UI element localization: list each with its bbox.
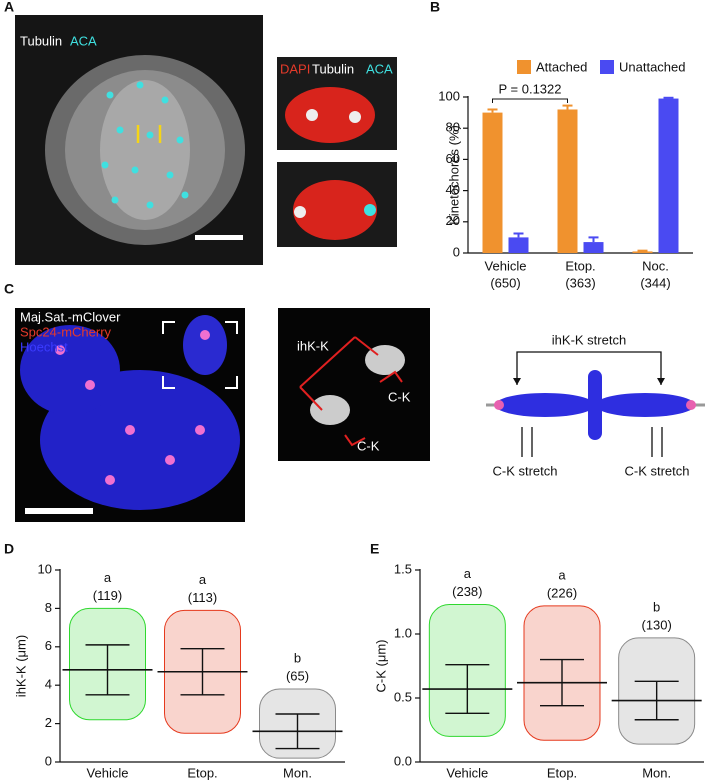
y-tick-label: 0 [45, 753, 52, 768]
group-letter: a [558, 567, 566, 582]
annotation: P = 0.1322 [498, 81, 561, 96]
y-tick-label: 1.5 [394, 561, 412, 576]
channel-label: ACA [70, 33, 97, 48]
bar [557, 109, 578, 253]
x-tick-count: (650) [490, 275, 520, 290]
channel-label: DAPI [280, 61, 310, 76]
group-count: (130) [641, 617, 671, 632]
channel-label: Spc24-mCherry [20, 324, 112, 339]
bar [482, 112, 503, 253]
y-tick-label: 2 [45, 715, 52, 730]
y-tick-label: 10 [38, 561, 52, 576]
channel-label: Maj.Sat.-mClover [20, 309, 121, 324]
y-axis-label: C-K (μm) [373, 640, 388, 693]
diagram-label: ihK-K stretch [552, 332, 626, 347]
y-tick-label: 4 [45, 677, 52, 692]
x-tick-label: Vehicle [446, 765, 488, 780]
group-letter: a [199, 572, 207, 587]
channel-label: Tubulin [20, 33, 62, 48]
panel-label: A [4, 0, 14, 15]
x-tick-count: (344) [640, 275, 670, 290]
micrograph: Tubulin ACA [15, 15, 263, 265]
group-letter: b [653, 599, 660, 614]
x-tick-label: Vehicle [485, 258, 527, 273]
x-tick-label: Etop. [547, 765, 577, 780]
group-letter: a [104, 570, 112, 585]
panel-label: B [430, 0, 440, 15]
legend-label: Unattached [619, 59, 686, 74]
x-tick-label: Vehicle [87, 765, 129, 780]
legend-label: Attached [536, 59, 587, 74]
channel-label: Hoechst [20, 339, 68, 354]
group-count: (238) [452, 584, 482, 599]
inset: ihK-K C-K C-K [278, 308, 430, 461]
y-axis-label: ihK-K (μm) [13, 635, 28, 697]
group-count: (65) [286, 668, 309, 683]
y-tick-label: 0.5 [394, 689, 412, 704]
y-tick-label: 20 [446, 213, 460, 228]
y-tick-label: 80 [446, 120, 460, 135]
y-axis-label: Kinetochores (%) [446, 125, 461, 225]
y-tick-label: 8 [45, 600, 52, 615]
x-tick-label: Etop. [565, 258, 595, 273]
y-tick-label: 6 [45, 638, 52, 653]
y-tick-label: 100 [438, 88, 460, 103]
legend-swatch [517, 60, 531, 74]
group-count: (226) [547, 585, 577, 600]
diagram-label: C-K stretch [624, 463, 689, 478]
y-tick-label: 60 [446, 151, 460, 166]
channel-label: Tubulin [312, 61, 354, 76]
inset-label: ihK-K [297, 338, 329, 353]
x-tick-label: Mon. [642, 765, 671, 780]
micrograph: Maj.Sat.-mClover Spc24-mCherry Hoechst [15, 308, 245, 522]
group-letter: b [294, 650, 301, 665]
group-letter: a [464, 566, 472, 581]
legend-swatch [600, 60, 614, 74]
diagram-label: C-K stretch [492, 463, 557, 478]
panel-label: E [370, 541, 379, 557]
diagram: ihK-K stretch C-K stretch C-K stretch [486, 332, 705, 478]
y-tick-label: 0 [453, 244, 460, 259]
inset-label: C-K [357, 438, 380, 453]
y-tick-label: 1.0 [394, 625, 412, 640]
panel-label: D [4, 541, 14, 557]
panel-label: C [4, 281, 14, 297]
x-tick-label: Etop. [187, 765, 217, 780]
x-tick-label: Noc. [642, 258, 669, 273]
bar [583, 242, 604, 253]
y-tick-label: 0.0 [394, 753, 412, 768]
inset-label: C-K [388, 389, 411, 404]
channel-label: ACA [366, 61, 393, 76]
x-tick-label: Mon. [283, 765, 312, 780]
inset: DAPI Tubulin ACA [277, 57, 397, 247]
group-count: (113) [188, 590, 217, 605]
x-tick-count: (363) [565, 275, 595, 290]
group-count: (119) [93, 588, 122, 603]
significance-bracket [492, 98, 568, 103]
bar [658, 98, 679, 253]
bar [508, 237, 529, 253]
y-tick-label: 40 [446, 182, 460, 197]
bar [632, 251, 653, 253]
